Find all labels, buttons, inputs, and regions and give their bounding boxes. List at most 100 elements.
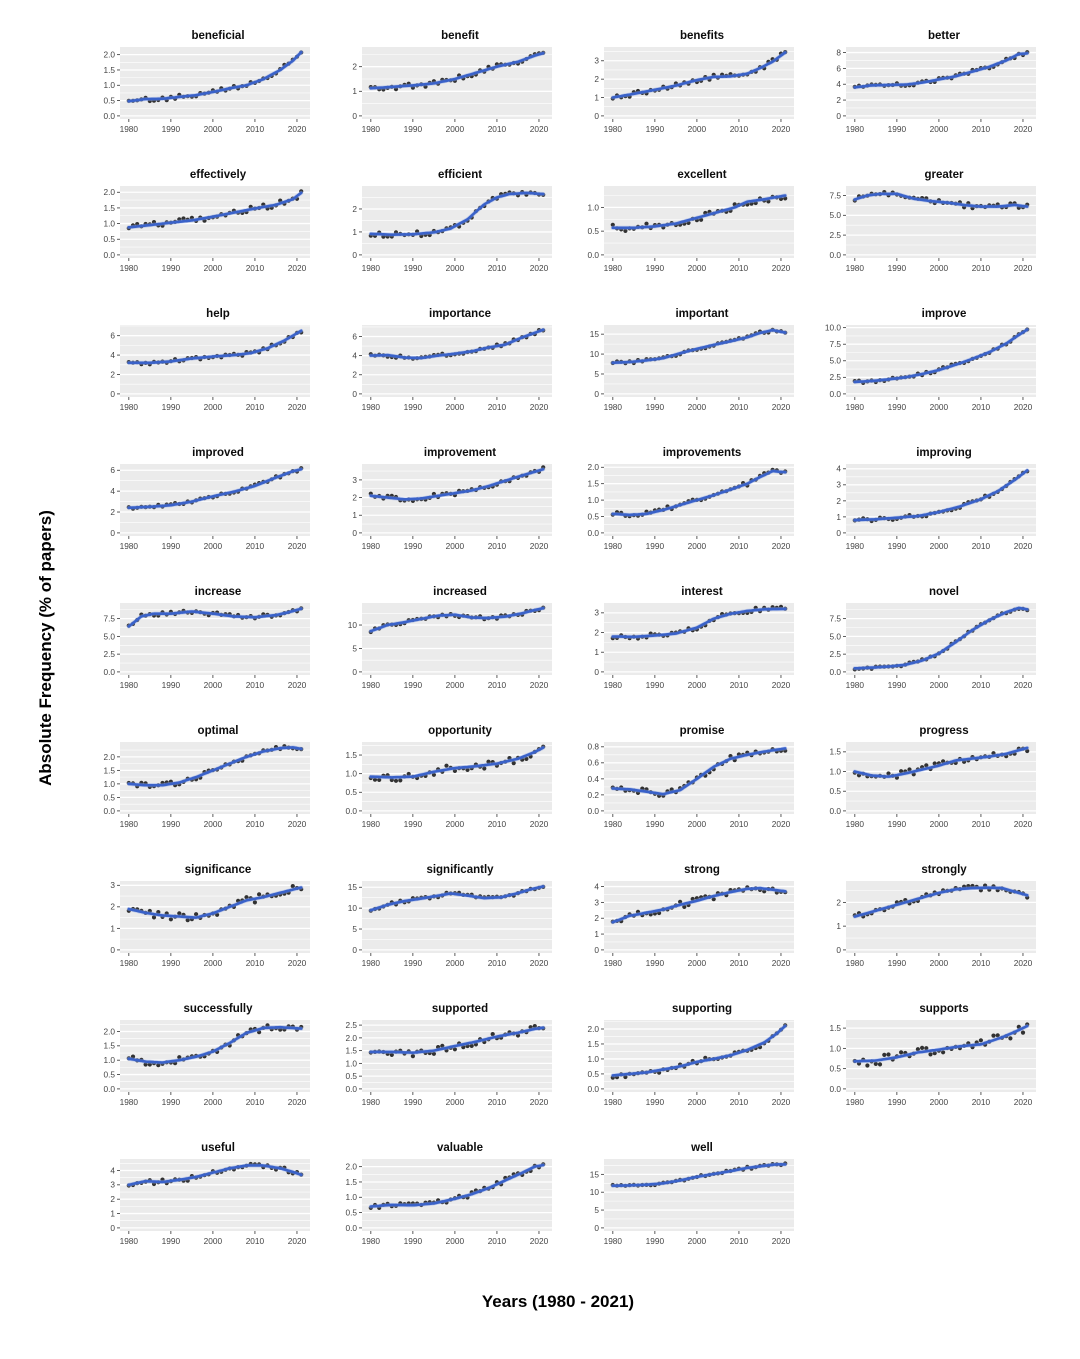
facet-title: effectively <box>189 169 247 181</box>
svg-text:1990: 1990 <box>646 1097 665 1107</box>
svg-text:0.0: 0.0 <box>103 667 115 677</box>
svg-text:2020: 2020 <box>288 680 307 690</box>
svg-text:2: 2 <box>352 492 357 502</box>
facet-chart: 0.0 0.5 1.0 1.5 2.0 1980 1990 2000 2010 2020 <box>345 1159 552 1246</box>
svg-text:2010: 2010 <box>972 819 991 829</box>
svg-text:2020: 2020 <box>288 1236 307 1246</box>
axis-ticks: 0.0 0.5 1.0 1980 1990 2000 2010 2020 <box>587 202 790 273</box>
svg-text:0.6: 0.6 <box>587 758 599 768</box>
svg-text:1990: 1990 <box>162 402 181 412</box>
svg-text:3: 3 <box>594 608 599 618</box>
smooth-line <box>369 1026 545 1055</box>
svg-text:6: 6 <box>110 331 115 341</box>
svg-text:0.5: 0.5 <box>345 1207 357 1217</box>
svg-text:2000: 2000 <box>688 819 707 829</box>
svg-text:1.0: 1.0 <box>103 218 115 228</box>
svg-text:2010: 2010 <box>246 124 265 134</box>
svg-text:2.0: 2.0 <box>345 1033 357 1043</box>
facet-panel: improving 0 1 2 3 4 1980 1990 2000 2010 2020 <box>800 445 1042 554</box>
svg-text:2: 2 <box>594 913 599 923</box>
facet-title: valuable <box>436 1142 484 1154</box>
svg-text:0: 0 <box>352 250 357 260</box>
svg-text:2020: 2020 <box>530 124 549 134</box>
svg-text:2010: 2010 <box>488 1097 507 1107</box>
svg-text:2000: 2000 <box>688 402 707 412</box>
svg-text:2000: 2000 <box>204 1236 223 1246</box>
svg-text:1990: 1990 <box>888 819 907 829</box>
facet-panel: greater 0.0 2.5 5.0 7.5 1980 1990 2000 2010 2020 <box>800 167 1042 276</box>
svg-text:1980: 1980 <box>604 819 623 829</box>
smooth-line <box>369 191 545 237</box>
svg-text:1980: 1980 <box>846 1097 865 1107</box>
svg-text:0.0: 0.0 <box>103 111 115 121</box>
facet-chart: 0 5 10 15 1980 1990 2000 2010 2020 <box>590 325 794 412</box>
facet-chart: 0.0 0.5 1.0 1.5 1980 1990 2000 2010 2020 <box>829 1020 1036 1107</box>
svg-text:1980: 1980 <box>120 958 139 968</box>
facet-title: beneficial <box>191 30 245 42</box>
svg-text:1980: 1980 <box>362 680 381 690</box>
axis-ticks: 0.0 0.2 0.4 0.6 0.8 1980 1990 2000 2010 2020 <box>587 742 790 829</box>
svg-text:2010: 2010 <box>972 124 991 134</box>
svg-text:2: 2 <box>836 496 841 506</box>
svg-text:2.0: 2.0 <box>103 752 115 762</box>
facet-chart: 0 5 10 1980 1990 2000 2010 2020 <box>348 603 552 690</box>
svg-text:7.5: 7.5 <box>103 614 115 624</box>
facet-chart: 0.0 0.5 1.0 1.5 2.0 1980 1990 2000 2010 2020 <box>103 1020 310 1107</box>
smooth-line <box>127 467 303 510</box>
svg-text:1990: 1990 <box>404 680 423 690</box>
svg-text:1980: 1980 <box>120 680 139 690</box>
svg-text:2.5: 2.5 <box>829 649 841 659</box>
svg-text:1990: 1990 <box>404 402 423 412</box>
svg-text:2020: 2020 <box>1014 1097 1033 1107</box>
svg-text:2010: 2010 <box>246 1097 265 1107</box>
svg-text:2.0: 2.0 <box>345 1162 357 1172</box>
svg-text:3: 3 <box>594 897 599 907</box>
facet-panel: strong 0 1 2 3 4 1980 1990 2000 2010 2020 <box>558 862 800 971</box>
smooth-line <box>853 1024 1029 1063</box>
axis-ticks: 0.0 0.5 1.0 1.5 1980 1990 2000 2010 2020 <box>345 750 548 829</box>
svg-text:2020: 2020 <box>772 1097 791 1107</box>
svg-text:0: 0 <box>594 111 599 121</box>
axis-ticks: 0.0 2.5 5.0 7.5 1980 1990 2000 2010 2020 <box>829 190 1032 273</box>
svg-text:7.5: 7.5 <box>829 614 841 624</box>
svg-text:1990: 1990 <box>162 1236 181 1246</box>
svg-text:1.0: 1.0 <box>345 1192 357 1202</box>
svg-text:2010: 2010 <box>972 402 991 412</box>
svg-text:1980: 1980 <box>362 1097 381 1107</box>
axis-ticks: 0.0 0.5 1.0 1.5 1980 1990 2000 2010 2020 <box>829 747 1032 829</box>
svg-text:1.0: 1.0 <box>587 1054 599 1064</box>
facet-panel: improved 0 2 4 6 1980 1990 2000 2010 2020 <box>74 445 316 554</box>
svg-text:1990: 1990 <box>404 1097 423 1107</box>
svg-text:2010: 2010 <box>246 402 265 412</box>
svg-text:1990: 1990 <box>404 819 423 829</box>
svg-text:2000: 2000 <box>688 124 707 134</box>
facet-chart: 0.0 2.5 5.0 7.5 1980 1990 2000 2010 2020 <box>829 603 1036 690</box>
gridlines <box>120 1163 310 1229</box>
gridlines <box>604 1165 794 1229</box>
svg-text:2000: 2000 <box>204 819 223 829</box>
svg-text:2020: 2020 <box>530 1236 549 1246</box>
svg-text:1990: 1990 <box>646 1236 665 1246</box>
svg-text:2020: 2020 <box>1014 541 1033 551</box>
facet-chart: 0.0 0.5 1.0 1.5 2.0 1980 1990 2000 2010 2020 <box>587 1020 794 1107</box>
svg-text:1.0: 1.0 <box>345 1058 357 1068</box>
svg-text:2020: 2020 <box>1014 819 1033 829</box>
svg-text:0.0: 0.0 <box>345 1223 357 1233</box>
svg-text:1990: 1990 <box>162 1097 181 1107</box>
facet-title: useful <box>201 1142 235 1154</box>
smooth-line <box>853 606 1029 670</box>
svg-text:2010: 2010 <box>246 1236 265 1246</box>
panel-background <box>604 881 794 953</box>
svg-text:1990: 1990 <box>404 958 423 968</box>
svg-text:1980: 1980 <box>846 819 865 829</box>
y-axis-title: Absolute Frequency (% of papers) <box>36 510 55 786</box>
svg-text:2010: 2010 <box>730 263 749 273</box>
facet-title: novel <box>928 586 960 598</box>
axis-ticks: 0.0 0.5 1.0 1.5 2.0 1980 1990 2000 2010 2020 <box>587 462 790 551</box>
facet-chart: 0 2 4 6 1980 1990 2000 2010 2020 <box>110 325 310 412</box>
smooth-line <box>127 886 303 919</box>
svg-text:1990: 1990 <box>646 263 665 273</box>
smooth-line <box>611 607 787 639</box>
svg-text:1.0: 1.0 <box>829 766 841 776</box>
svg-text:2020: 2020 <box>772 124 791 134</box>
